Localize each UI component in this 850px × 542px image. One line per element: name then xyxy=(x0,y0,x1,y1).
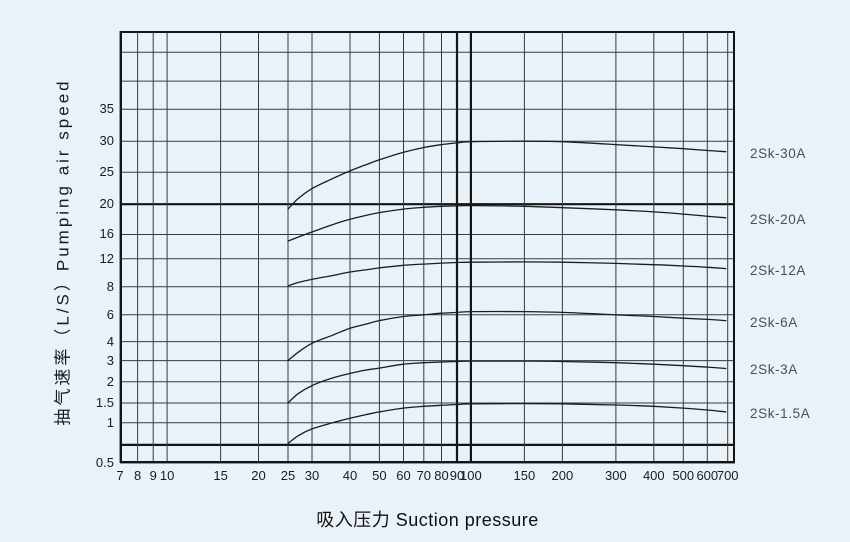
series-labels: 2Sk-30A 2Sk-20A 2Sk-12A 2Sk-6A 2Sk-3A 2Sk-1.5… xyxy=(744,31,850,463)
y-tick-label: 2 xyxy=(106,373,114,389)
y-tick-label: 30 xyxy=(99,133,114,149)
x-tick-label: 30 xyxy=(304,468,320,483)
x-tick-label: 150 xyxy=(513,468,536,483)
x-tick-label: 15 xyxy=(213,468,228,483)
y-tick-label: 1.5 xyxy=(95,394,114,410)
x-tick-label: 25 xyxy=(280,468,296,483)
x-tick-label: 600 xyxy=(696,468,719,483)
curve-2Sk-6A xyxy=(287,310,727,362)
grid-and-curves-canvas xyxy=(119,31,735,464)
curve-2Sk-1.5A xyxy=(287,402,727,445)
y-tick-label: 6 xyxy=(106,306,114,322)
x-tick-label: 500 xyxy=(672,468,695,483)
x-tick-label: 300 xyxy=(605,468,627,483)
series-label: 2Sk-1.5A xyxy=(750,405,811,421)
plot-border xyxy=(120,31,735,463)
y-tick-label: 1 xyxy=(106,414,114,430)
curve-2Sk-30A xyxy=(287,140,727,210)
x-tick-label: 50 xyxy=(372,468,387,483)
x-axis-title: 吸入压力 Suction pressure xyxy=(316,510,539,530)
x-tick-label: 200 xyxy=(551,468,574,483)
x-tick-label: 400 xyxy=(642,468,665,483)
x-tick-label: 10 xyxy=(159,468,175,483)
y-tick-label: 3 xyxy=(106,352,114,368)
curve-2Sk-12A xyxy=(287,261,727,287)
x-tick-label: 40 xyxy=(342,468,358,483)
y-tick-label: 20 xyxy=(99,196,114,212)
series-label: 2Sk-20A xyxy=(750,211,806,227)
series-label: 2Sk-6A xyxy=(750,314,798,330)
plot-area xyxy=(119,31,735,464)
x-tick-label: 9 xyxy=(149,468,157,483)
x-tick-label: 7 xyxy=(116,468,124,483)
curve-2Sk-20A xyxy=(287,204,727,242)
series-label: 2Sk-30A xyxy=(750,145,806,161)
x-tick-label: 700 xyxy=(716,468,739,483)
y-tick-label: 16 xyxy=(99,226,114,242)
x-tick-label: 60 xyxy=(396,468,411,483)
x-tick-label: 90 xyxy=(449,468,465,483)
series-label: 2Sk-12A xyxy=(750,262,806,278)
y-tick-label: 35 xyxy=(99,101,114,117)
x-axis-tick-labels: 7 8 9 10 15 20 25 30 40 50 60 70 80 90 100 150 200 300 400… xyxy=(116,468,738,486)
x-tick-label: 70 xyxy=(416,468,432,483)
x-tick-label: 100 xyxy=(460,468,482,483)
curve-2Sk-3A xyxy=(287,360,727,404)
series-label: 2Sk-3A xyxy=(750,362,798,378)
y-tick-label: 25 xyxy=(99,164,114,180)
x-tick-label: 8 xyxy=(133,468,142,483)
y-tick-label: 12 xyxy=(99,250,114,266)
x-tick-label: 80 xyxy=(434,468,449,483)
x-tick-label: 20 xyxy=(251,468,266,483)
y-tick-label: 4 xyxy=(106,333,114,349)
y-axis-tick-labels: 35 30 25 20 16 12 8 6 4 3 2 1.5 1 0.5 xyxy=(68,31,114,470)
y-tick-label: 8 xyxy=(106,278,114,294)
y-tick-label: 0.5 xyxy=(95,455,114,470)
